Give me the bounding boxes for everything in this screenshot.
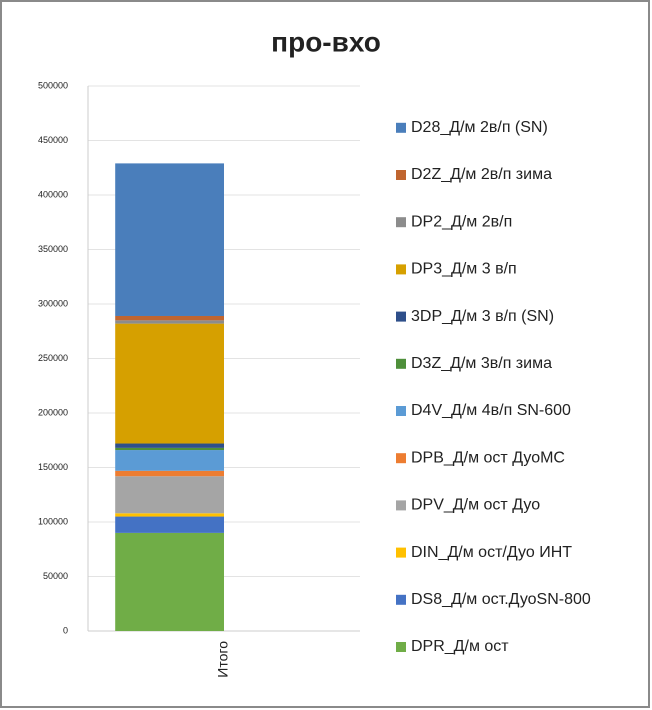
y-tick-label: 50000 bbox=[43, 571, 68, 581]
bar-segment bbox=[115, 532, 224, 631]
bar-segment bbox=[115, 323, 224, 444]
y-tick-label: 350000 bbox=[38, 244, 68, 254]
bar-segment bbox=[115, 443, 224, 448]
bar-segment bbox=[115, 320, 224, 324]
legend-label: D2Z_Д/м 2в/п зима bbox=[411, 166, 552, 183]
legend-swatch bbox=[396, 170, 406, 180]
x-tick-label: Итого bbox=[215, 641, 231, 678]
y-tick-label: 450000 bbox=[38, 135, 68, 145]
legend-label: DP2_Д/м 2в/п bbox=[411, 213, 512, 230]
legend-label: DPV_Д/м ост Дуо bbox=[411, 497, 540, 514]
y-tick-label: 300000 bbox=[38, 298, 68, 308]
bar-segment bbox=[115, 450, 224, 471]
legend-label: DP3_Д/м 3 в/п bbox=[411, 261, 517, 278]
legend-swatch bbox=[396, 642, 406, 652]
y-tick-label: 200000 bbox=[38, 407, 68, 417]
y-tick-label: 0 bbox=[63, 625, 68, 635]
legend-label: D28_Д/м 2в/п (SN) bbox=[411, 119, 548, 136]
legend-swatch bbox=[396, 217, 406, 228]
legend-swatch bbox=[396, 594, 406, 605]
y-tick-label: 150000 bbox=[38, 462, 68, 472]
legend-label: D4V_Д/м 4в/п SN-600 bbox=[411, 402, 571, 419]
y-tick-label: 400000 bbox=[38, 189, 68, 199]
bar-segment bbox=[115, 516, 224, 533]
legend-label: DS8_Д/м ост.ДуоSN-800 bbox=[411, 591, 591, 608]
legend-swatch bbox=[396, 453, 406, 464]
legend-swatch bbox=[396, 406, 406, 416]
bar-segment bbox=[115, 447, 224, 451]
chart-title: про-вхо bbox=[271, 26, 381, 57]
legend-label: 3DP_Д/м 3 в/п (SN) bbox=[411, 308, 554, 325]
bar-segment bbox=[115, 163, 224, 316]
legend-label: DPR_Д/м ост bbox=[411, 638, 509, 655]
legend-swatch bbox=[396, 500, 406, 511]
legend-swatch bbox=[396, 547, 406, 558]
y-tick-label: 100000 bbox=[38, 516, 68, 526]
bar-segment bbox=[115, 470, 224, 477]
legend-swatch bbox=[396, 311, 406, 322]
legend-swatch bbox=[396, 122, 406, 133]
bar-segment bbox=[115, 513, 224, 517]
bar-segment bbox=[115, 315, 224, 321]
y-tick-label: 250000 bbox=[38, 353, 68, 363]
legend-label: DPB_Д/м ост ДуоМС bbox=[411, 449, 565, 466]
legend-label: DIN_Д/м ост/Дуо ИНТ bbox=[411, 544, 572, 561]
legend-swatch bbox=[396, 358, 406, 369]
legend-label: D3Z_Д/м 3в/п зима bbox=[411, 355, 552, 372]
y-tick-label: 500000 bbox=[38, 80, 68, 90]
bar-segment bbox=[115, 476, 224, 514]
legend-swatch bbox=[396, 264, 406, 275]
